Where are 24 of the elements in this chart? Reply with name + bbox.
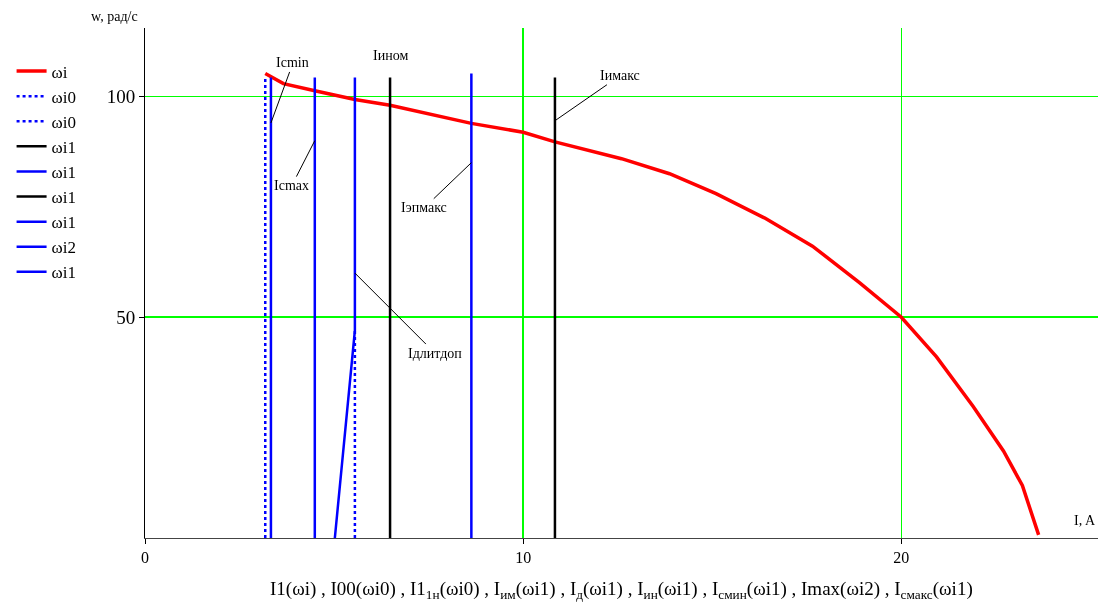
legend-label: ωi1 [51,263,76,283]
annotation: Iдлитдоп [408,346,463,361]
x-tick-label: 10 [515,549,532,567]
legend-label: ωi0 [51,87,76,107]
legend-label: ωi0 [51,112,76,132]
line-series [263,71,1041,537]
x-tick-label: 0 [141,549,149,567]
legend-label: ωi1 [51,188,76,208]
legend-label: ωi [51,62,68,82]
text: I1(ωi) , I00(ωi0) , I1$_{1н}$(ωi0) , I$_{им}$(ωi1) , I$_{д}$(ωi1) , I$_{ин}$(ωi1) , I$_{смин}$(ωi1) , Imax(ωi2) , I$_{смакс}$(ωi1) [270,578,973,602]
y-tick-label: 100 [106,86,136,108]
annotation: Iимакс [600,68,640,83]
y-axis-title: w, рад/с [91,9,138,24]
x-axis-title: I, A [1074,513,1096,528]
legend-label: ωi1 [51,213,76,233]
annotation: Icmax [274,178,309,193]
legend-label: ωi2 [51,238,76,258]
legend-label: ωi1 [51,137,76,157]
annotation: Icmin [276,55,309,70]
annotation: Iином [373,48,409,63]
x-tick-label: 20 [893,549,910,567]
legend-label: ωi1 [51,163,76,183]
y-tick-label: 50 [116,306,136,328]
annotation: Iэпмакс [401,200,447,215]
